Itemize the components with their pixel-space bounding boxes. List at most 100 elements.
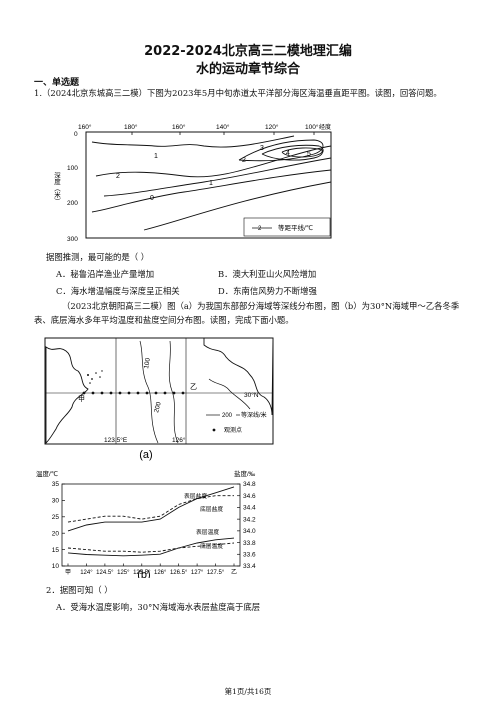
legend-value: 2 xyxy=(258,226,262,232)
lon-label-1: 160° xyxy=(78,123,92,131)
right-tick-label: 33.8 xyxy=(243,540,256,547)
x-tick-label: 124° xyxy=(80,570,93,576)
contour-label: 3 xyxy=(260,145,264,152)
question-1-stem: 据图推测，最可能的是（ ） xyxy=(46,252,150,262)
figure-1-frame xyxy=(85,131,332,239)
lon-unit-label: 经度 xyxy=(319,123,331,131)
question-2-option-a: A．受海水温度影响，30°N海域海水表层盐度高于底层 xyxy=(56,602,261,612)
contour-line xyxy=(91,135,295,148)
depth-label-100: 100 xyxy=(67,165,78,172)
right-tick-label: 34.2 xyxy=(243,516,256,523)
lon-label-3: 160° xyxy=(172,123,186,131)
contour-label: 1 xyxy=(154,153,158,160)
lon-label-5: 120° xyxy=(265,123,279,131)
legend-point-label: 观测点 xyxy=(224,426,242,434)
section-heading: 一、单选题 xyxy=(34,78,80,88)
depth-label-0: 0 xyxy=(74,131,78,138)
series-line-4 xyxy=(67,542,235,553)
page-footer: 第1页/共16页 xyxy=(224,687,272,696)
question-2-intro: （2023北京朝阳高三二模）图（a）为我国东部部分海域等深线分布图，图（b）为3… xyxy=(34,301,460,325)
question-1-option-c: C．海水增温幅度与深度呈正相关 xyxy=(56,286,180,296)
lon-label-126: 126° xyxy=(172,436,186,444)
observation-points xyxy=(82,391,185,395)
lon-label-6: 100° xyxy=(305,123,319,131)
contour-line xyxy=(261,144,324,161)
series-line-3 xyxy=(67,537,235,557)
x-tick-label: 127.5° xyxy=(207,570,225,576)
x-tick-label: 乙 xyxy=(231,569,237,576)
legend-isobath-value: 200 xyxy=(222,413,233,419)
point-jia-label: 甲 xyxy=(78,395,85,403)
island-coast xyxy=(203,337,274,416)
contour-label: 2 xyxy=(116,173,120,180)
x-tick-label: 125° xyxy=(117,570,130,576)
contour-line xyxy=(103,157,332,197)
latitude-label: 30°N xyxy=(244,391,259,399)
question-1-option-a: A．秘鲁沿岸渔业产量增加 xyxy=(56,269,155,279)
mainland-coast xyxy=(45,346,89,445)
contour-label: 1 xyxy=(209,180,213,187)
legend-label: 等距平线/℃ xyxy=(278,223,313,232)
left-tick-label: 10 xyxy=(52,563,60,570)
depth-label-300: 300 xyxy=(67,236,78,243)
figure-a-isobath-map: 100 200 甲 乙 30°N 123.5°E 126° 200 等深线/米 … xyxy=(44,337,274,461)
figure-temperature-anomaly: 160° 180° 160° 140° 120° 100° 经度 0 100 2… xyxy=(53,123,332,243)
contour-line xyxy=(281,147,323,158)
right-tick-label: 34.0 xyxy=(243,528,256,535)
figure-a-caption: (a) xyxy=(139,449,152,461)
left-axis-title: 温度/℃ xyxy=(36,469,58,478)
contour-line xyxy=(91,169,332,213)
island-coast xyxy=(208,378,251,410)
series-label: 底层温度 xyxy=(200,542,223,550)
series-label: 表层盐度 xyxy=(184,492,207,500)
lon-label-2: 180° xyxy=(124,123,138,131)
contour-line xyxy=(238,139,324,162)
right-tick-label: 33.4 xyxy=(243,563,256,570)
right-tick-label: 34.4 xyxy=(243,505,256,512)
figure-b-chart: 温度/℃ 盐度/‰ 10 15 20 25 30 35 33.4 33.6 33.8 34.0 34… xyxy=(36,469,256,578)
left-tick-label: 35 xyxy=(52,481,60,488)
contour-line xyxy=(143,181,332,231)
question-1-option-d: D．东南信风势力不断增强 xyxy=(218,286,317,296)
x-tick-label: 126.5° xyxy=(170,570,188,576)
question-1-intro: 1.（2024北京东城高三二模）下图为2023年5月中旬赤道太平洋部分海区海温垂… xyxy=(34,88,442,98)
document-subtitle: 水的运动章节综合 xyxy=(195,62,300,77)
right-tick-label: 33.6 xyxy=(243,551,256,558)
left-tick-label: 20 xyxy=(52,530,60,537)
figure-b-caption: (b) xyxy=(137,569,150,578)
legend-isobath-label: 等深线/米 xyxy=(241,411,267,419)
chart-b-plot-area xyxy=(61,483,241,567)
contour-line xyxy=(95,145,332,178)
depth-axis-label: 深度（米） xyxy=(53,171,61,205)
series-label: 表层温度 xyxy=(196,528,219,536)
contour-label: 5 xyxy=(307,151,311,158)
lon-label-123-5: 123.5°E xyxy=(104,436,128,444)
isobath-100 xyxy=(139,340,159,444)
question-2-stem: 2．据图可知（ ） xyxy=(46,585,113,595)
series-line-1 xyxy=(67,486,235,532)
x-tick-label: 126° xyxy=(154,570,167,576)
lon-label-4: 140° xyxy=(216,123,230,131)
point-yi-label: 乙 xyxy=(190,383,197,391)
series-label: 底层盐度 xyxy=(200,505,223,513)
x-tick-label: 甲 xyxy=(65,569,71,576)
document-title: 2022-2024北京高三二模地理汇编 xyxy=(144,44,352,59)
figure-1-legend-box xyxy=(243,217,331,237)
x-tick-label: 125.5° xyxy=(133,570,151,576)
left-tick-label: 25 xyxy=(52,514,60,521)
right-tick-label: 34.6 xyxy=(243,493,256,500)
isobath-200 xyxy=(168,340,179,444)
x-tick-label: 127° xyxy=(191,570,204,576)
question-1-option-b: B．澳大利亚山火风险增加 xyxy=(218,269,317,279)
x-tick-label: 124.5° xyxy=(96,570,114,576)
right-axis-title: 盐度/‰ xyxy=(234,469,256,478)
right-tick-label: 34.8 xyxy=(243,481,256,488)
left-tick-label: 30 xyxy=(52,498,60,505)
contour-label-200: 200 xyxy=(153,401,163,414)
left-tick-label: 15 xyxy=(52,547,60,554)
contour-label: 0 xyxy=(150,195,154,202)
depth-label-200: 200 xyxy=(67,200,78,207)
contour-label: 4 xyxy=(286,150,290,157)
contour-label: 2 xyxy=(242,157,246,164)
contour-label-100: 100 xyxy=(143,357,152,369)
